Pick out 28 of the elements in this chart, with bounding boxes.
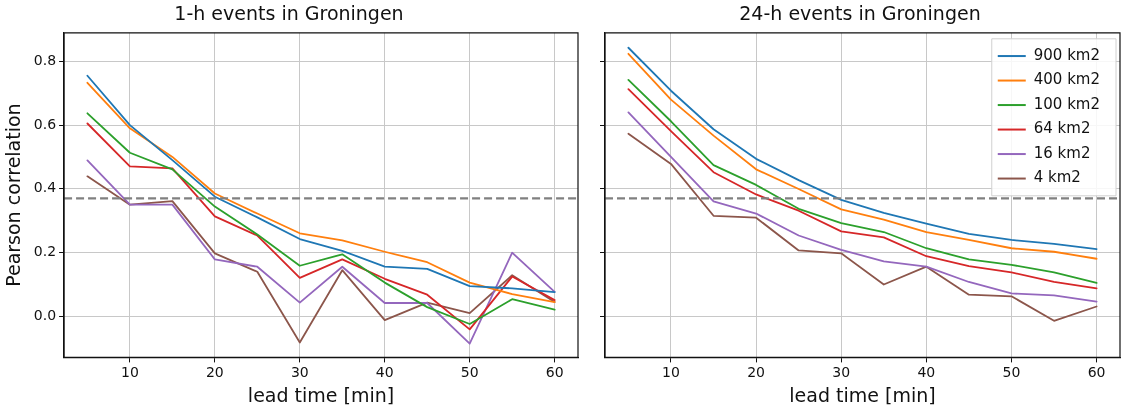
x-tick-label: 20 xyxy=(747,364,766,381)
x-tick-label: 40 xyxy=(375,364,394,381)
y-tick-label: 0.6 xyxy=(33,115,57,132)
x-tick-label: 50 xyxy=(1002,364,1021,381)
x-tick-label: 30 xyxy=(832,364,851,381)
legend-label: 16 km2 xyxy=(1033,143,1091,162)
chart-title: 1-h events in Groningen xyxy=(174,2,404,25)
x-tick-label: 40 xyxy=(917,364,936,381)
legend-label: 900 km2 xyxy=(1033,45,1101,64)
x-tick-label: 60 xyxy=(1087,364,1106,381)
y-tick-label: 0.2 xyxy=(33,243,57,260)
legend-label: 4 km2 xyxy=(1033,168,1081,187)
y-tick-label: 0.0 xyxy=(33,306,57,323)
x-tick-label: 30 xyxy=(290,364,309,381)
x-tick-label: 10 xyxy=(662,364,680,381)
y-tick-label: 0.8 xyxy=(33,52,57,69)
x-axis-title: lead time [min] xyxy=(789,383,936,406)
legend-label: 100 km2 xyxy=(1033,94,1101,113)
x-tick-label: 60 xyxy=(545,364,564,381)
y-axis-title: Pearson correlation xyxy=(2,103,25,287)
x-tick-label: 20 xyxy=(205,364,224,381)
x-tick-label: 10 xyxy=(120,364,139,381)
legend-label: 64 km2 xyxy=(1033,119,1091,138)
legend-label: 400 km2 xyxy=(1033,70,1101,89)
y-tick-label: 0.4 xyxy=(33,179,57,196)
x-tick-label: 50 xyxy=(460,364,479,381)
x-axis-title: lead time [min] xyxy=(247,383,395,406)
chart-title: 24-h events in Groningen xyxy=(739,2,981,25)
